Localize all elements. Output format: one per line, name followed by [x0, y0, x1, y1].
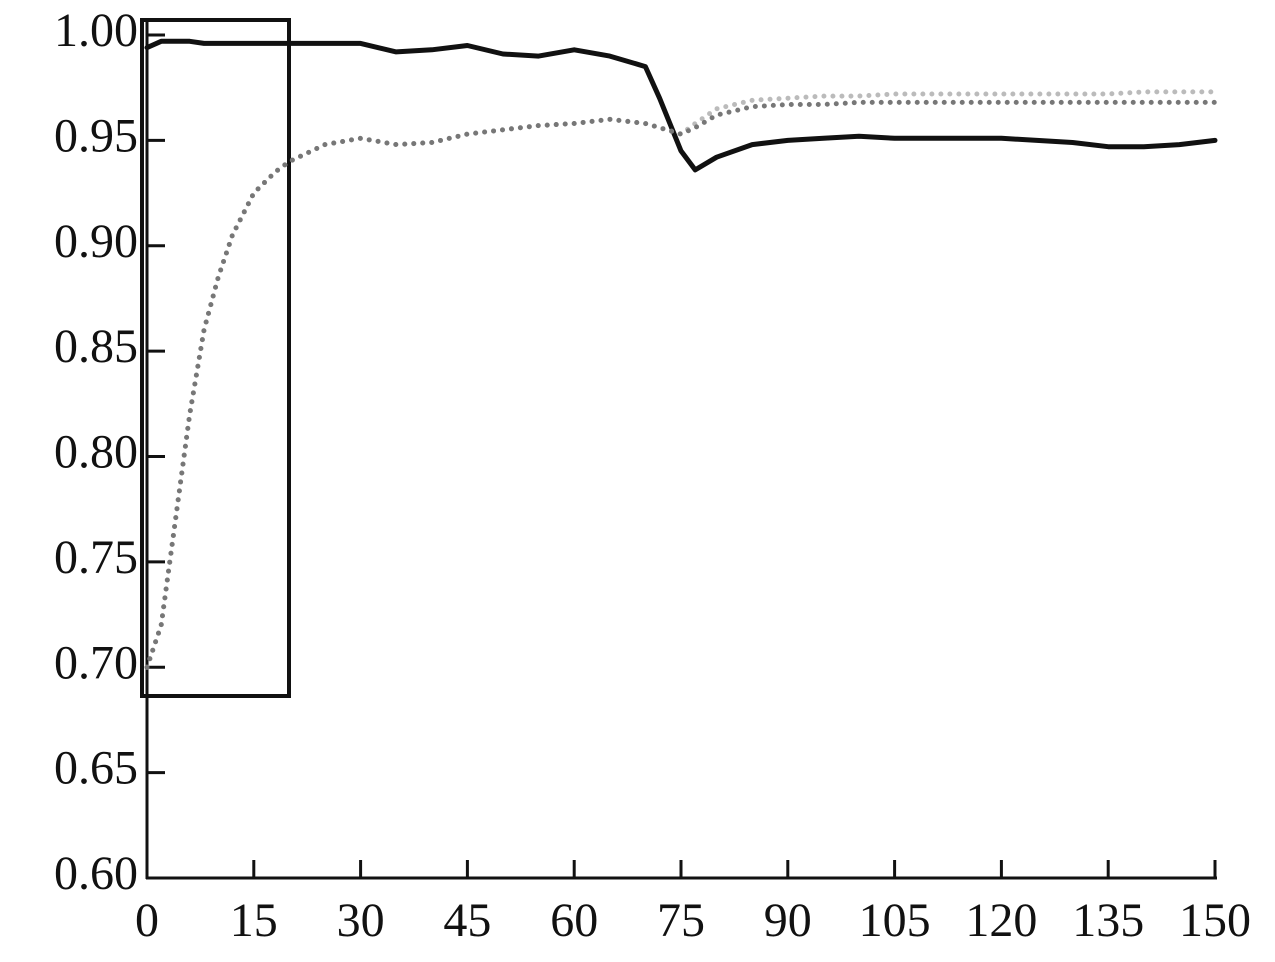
y-tick-label: 0.60 — [54, 847, 138, 900]
y-tick-label: 0.65 — [54, 742, 138, 795]
y-tick-label: 0.80 — [54, 426, 138, 479]
y-tick-label: 0.70 — [54, 636, 138, 689]
y-tick-label: 0.75 — [54, 531, 138, 584]
series-line — [144, 38, 1218, 173]
x-tick-label: 135 — [1072, 894, 1144, 947]
y-tick-label: 0.95 — [54, 109, 138, 162]
y-tick-label: 1.00 — [54, 4, 138, 57]
y-tick-label: 0.90 — [54, 215, 138, 268]
series-line — [144, 89, 1218, 670]
x-tick-label: 75 — [657, 894, 705, 947]
y-tick-label: 0.85 — [54, 320, 138, 373]
x-tick-label: 30 — [337, 894, 385, 947]
x-tick-label: 45 — [443, 894, 491, 947]
x-tick-label: 120 — [965, 894, 1037, 947]
x-tick-label: 150 — [1179, 894, 1251, 947]
highlight-box — [140, 18, 291, 698]
x-tick-label: 60 — [550, 894, 598, 947]
series-line — [144, 99, 1218, 670]
x-tick-label: 0 — [135, 894, 159, 947]
x-tick-label: 105 — [859, 894, 931, 947]
x-tick-label: 90 — [764, 894, 812, 947]
x-tick-label: 15 — [230, 894, 278, 947]
